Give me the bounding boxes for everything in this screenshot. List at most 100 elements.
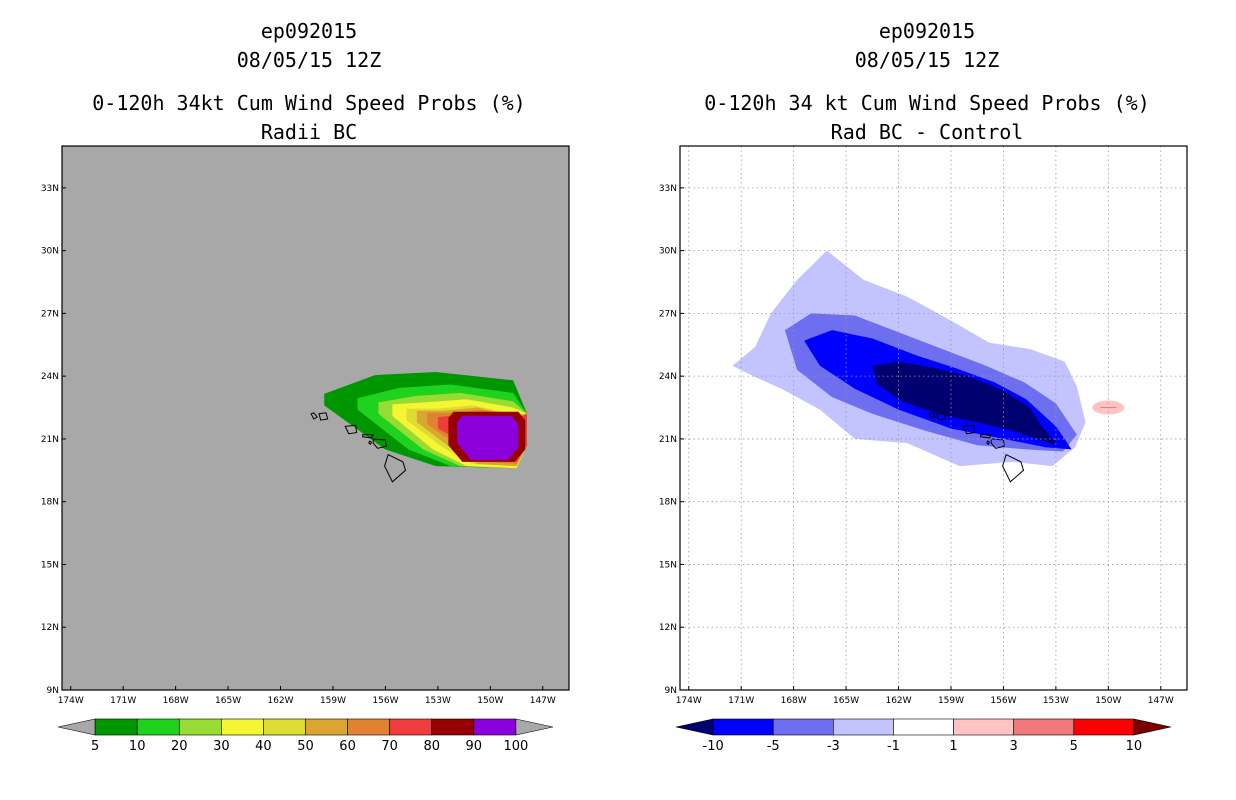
left-colorbar-swatch <box>473 718 517 736</box>
right-island-outline <box>962 424 976 435</box>
left-y-tick-label: 12N <box>41 623 59 633</box>
left-island-outline <box>310 412 318 420</box>
right-colorbar-label: -1 <box>887 739 900 754</box>
left-colorbar-label: 90 <box>466 739 483 754</box>
left-colorbar-label: 40 <box>255 739 272 754</box>
prob-contour-10 <box>357 384 527 469</box>
left-y-tick-label: 15N <box>41 560 59 570</box>
right-chart-subtitle: Rad BC - Control <box>830 120 1024 144</box>
prob-contour-70 <box>437 411 527 462</box>
diff-contour-minus1 <box>732 250 1086 467</box>
left-island-outline <box>384 453 407 483</box>
prob-contour-90 <box>457 415 519 460</box>
prob-contour-60 <box>427 409 527 464</box>
left-date: 08/05/15 12Z <box>236 48 382 72</box>
left-x-tick-label: 162W <box>267 696 293 706</box>
left-colorbar-swatch <box>221 718 264 736</box>
diff-contour-plus1 <box>1092 400 1125 415</box>
prob-contour-40 <box>406 405 527 467</box>
left-x-tick-label: 153W <box>425 696 451 706</box>
right-island-outline <box>1002 453 1025 483</box>
right-y-tick-label: 33N <box>659 184 677 194</box>
right-plot-background <box>680 146 1187 690</box>
right-y-tick-label: 18N <box>659 498 677 508</box>
right-colorbar-label: 3 <box>1010 739 1018 754</box>
left-colorbar-swatch <box>94 718 138 736</box>
right-colorbar-swatch <box>772 718 834 736</box>
right-storm-id: ep092015 <box>878 19 976 43</box>
right-x-tick-label: 171W <box>728 696 754 706</box>
left-colorbar-label: 50 <box>297 739 314 754</box>
left-colorbar-low-arrow <box>57 718 96 736</box>
prob-contour-5 <box>324 372 527 469</box>
left-x-tick-label: 150W <box>477 696 503 706</box>
right-island-outline <box>928 412 936 420</box>
right-x-tick-label: 162W <box>885 696 911 706</box>
left-y-tick-label: 33N <box>41 184 59 194</box>
right-y-tick-label: 9N <box>665 686 677 696</box>
right-colorbar-label: -5 <box>767 739 780 754</box>
left-y-tick-label: 24N <box>41 372 59 382</box>
right-x-tick-label: 168W <box>781 696 807 706</box>
right-colorbar-swatch <box>833 718 894 736</box>
left-colorbar-swatch <box>347 718 390 736</box>
left-colorbar-label: 100 <box>503 739 528 754</box>
left-island-outline <box>344 424 358 435</box>
right-island-outline <box>986 440 991 445</box>
right-colorbar-high-arrow <box>1133 718 1172 736</box>
left-colorbar-label: 60 <box>339 739 356 754</box>
left-colorbar-label: 30 <box>213 739 230 754</box>
left-x-tick-label: 168W <box>163 696 189 706</box>
prob-contour-80 <box>448 411 526 462</box>
left-colorbar-swatch <box>431 718 475 736</box>
left-island-outline <box>362 434 375 439</box>
left-colorbar-high-arrow <box>515 718 554 736</box>
left-colorbar-swatch <box>305 718 348 736</box>
left-colorbar-label: 5 <box>91 739 99 754</box>
right-colorbar-label: 10 <box>1126 739 1143 754</box>
right-y-tick-label: 15N <box>659 560 677 570</box>
left-chart-subtitle: Radii BC <box>260 120 358 144</box>
left-x-tick-label: 147W <box>530 696 556 706</box>
left-x-tick-label: 159W <box>320 696 346 706</box>
right-colorbar-low-arrow <box>675 718 714 736</box>
left-colorbar-label: 10 <box>129 739 146 754</box>
right-x-tick-label: 159W <box>938 696 964 706</box>
right-colorbar-swatch <box>712 718 774 736</box>
prob-contour-50 <box>416 407 527 467</box>
right-y-tick-label: 30N <box>659 247 677 257</box>
right-colorbar-label: -10 <box>703 739 724 754</box>
diff-contour-minus10 <box>872 361 1058 446</box>
right-x-tick-label: 156W <box>990 696 1016 706</box>
left-colorbar-label: 80 <box>423 739 440 754</box>
left-y-tick-label: 9N <box>47 686 59 696</box>
right-x-tick-label: 147W <box>1148 696 1174 706</box>
right-colorbar-swatch <box>1013 718 1075 736</box>
right-y-tick-label: 27N <box>659 309 677 319</box>
right-x-tick-label: 153W <box>1043 696 1069 706</box>
right-y-tick-label: 24N <box>659 372 677 382</box>
right-island-outline <box>936 412 947 421</box>
left-colorbar-swatch <box>263 718 306 736</box>
left-island-outline <box>372 438 387 449</box>
left-y-tick-label: 18N <box>41 498 59 508</box>
right-colorbar-swatch <box>953 718 1014 736</box>
left-storm-id: ep092015 <box>260 19 358 43</box>
left-x-tick-label: 171W <box>110 696 136 706</box>
right-x-tick-label: 174W <box>676 696 702 706</box>
left-colorbar-label: 20 <box>171 739 188 754</box>
left-colorbar-swatch <box>389 718 433 736</box>
left-plot-frame <box>61 145 570 691</box>
right-date: 08/05/15 12Z <box>854 48 1000 72</box>
prob-contour-30 <box>392 399 527 469</box>
right-colorbar-swatch <box>1073 718 1135 736</box>
right-plot-frame <box>679 145 1188 691</box>
left-y-tick-label: 30N <box>41 247 59 257</box>
left-y-tick-label: 27N <box>41 309 59 319</box>
diff-contour-minus5 <box>804 330 1072 450</box>
right-colorbar-label: 5 <box>1070 739 1078 754</box>
left-colorbar-swatch <box>136 718 180 736</box>
left-x-tick-label: 174W <box>58 696 84 706</box>
left-y-tick-label: 21N <box>41 435 59 445</box>
right-colorbar-label: 1 <box>949 739 957 754</box>
